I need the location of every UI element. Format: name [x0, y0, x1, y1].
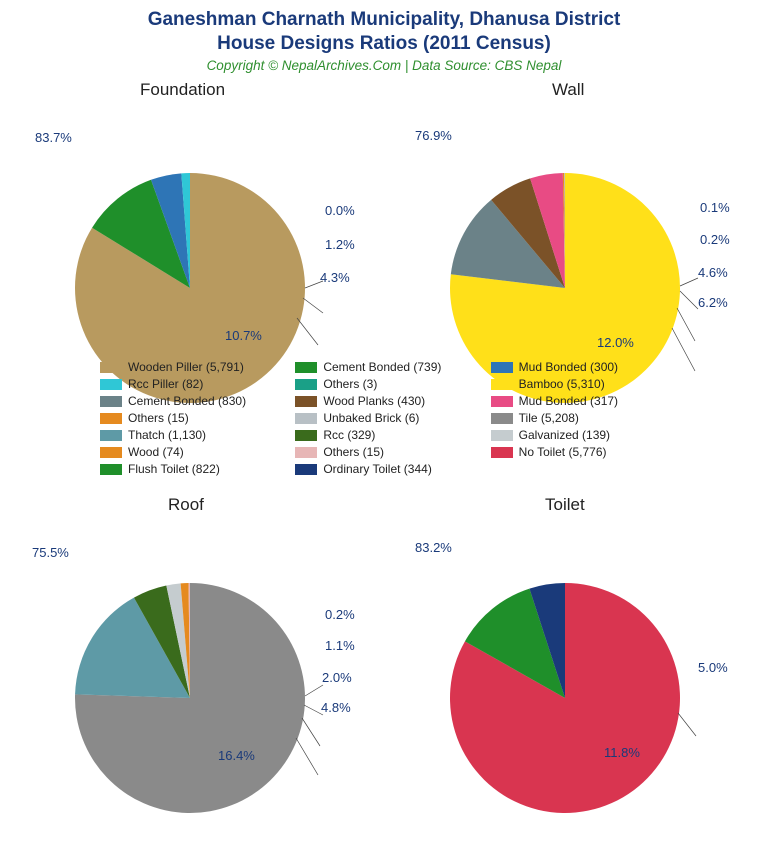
pct-label: 1.1% — [325, 638, 355, 653]
legend-label: Others (15) — [323, 445, 384, 459]
legend-label: Tile (5,208) — [519, 411, 579, 425]
pct-label: 76.9% — [415, 128, 452, 143]
legend-swatch — [295, 447, 317, 458]
legend-label: Bamboo (5,310) — [519, 377, 605, 391]
legend-swatch — [295, 362, 317, 373]
legend-label: Others (15) — [128, 411, 189, 425]
legend-swatch — [491, 362, 513, 373]
legend-swatch — [100, 379, 122, 390]
legend-swatch — [295, 430, 317, 441]
legend-label: Wood Planks (430) — [323, 394, 425, 408]
legend-item: Thatch (1,130) — [100, 428, 289, 442]
legend-label: Unbaked Brick (6) — [323, 411, 419, 425]
legend-item: Unbaked Brick (6) — [295, 411, 484, 425]
pie-title-toilet: Toilet — [545, 495, 585, 515]
pct-label: 16.4% — [218, 748, 255, 763]
legend-label: Cement Bonded (739) — [323, 360, 441, 374]
pct-label: 0.0% — [325, 203, 355, 218]
pct-label: 10.7% — [225, 328, 262, 343]
legend-item: Others (15) — [100, 411, 289, 425]
pie-title-wall: Wall — [552, 80, 584, 100]
legend-swatch — [100, 464, 122, 475]
pct-label: 11.8% — [604, 745, 640, 760]
pct-label: 2.0% — [322, 670, 352, 685]
legend-label: Ordinary Toilet (344) — [323, 462, 432, 476]
legend-item: Mud Bonded (300) — [491, 360, 680, 374]
legend-label: Rcc Piller (82) — [128, 377, 203, 391]
legend-swatch — [295, 413, 317, 424]
legend-swatch — [100, 430, 122, 441]
legend-item: Flush Toilet (822) — [100, 462, 289, 476]
leader-line — [680, 291, 698, 309]
legend-label: Rcc (329) — [323, 428, 375, 442]
legend-swatch — [491, 430, 513, 441]
pct-label: 0.2% — [700, 232, 730, 247]
leader-line — [303, 298, 323, 313]
legend-item: Others (3) — [295, 377, 484, 391]
pct-label: 5.0% — [698, 660, 728, 675]
legend-label: Galvanized (139) — [519, 428, 610, 442]
legend-label: Others (3) — [323, 377, 377, 391]
header: Ganeshman Charnath Municipality, Dhanusa… — [0, 0, 768, 73]
leader-line — [680, 278, 698, 286]
legend-item: Wood Planks (430) — [295, 394, 484, 408]
pct-label: 4.3% — [320, 270, 350, 285]
legend-item: No Toilet (5,776) — [491, 445, 680, 459]
legend-item: Cement Bonded (739) — [295, 360, 484, 374]
legend-label: Mud Bonded (317) — [519, 394, 618, 408]
pct-label: 83.7% — [35, 130, 72, 145]
pct-label: 1.2% — [325, 237, 355, 252]
leader-line — [296, 738, 318, 775]
pct-label: 0.1% — [700, 200, 730, 215]
legend-item: Others (15) — [295, 445, 484, 459]
legend-item: Tile (5,208) — [491, 411, 680, 425]
leader-line — [677, 308, 695, 341]
legend-item: Rcc Piller (82) — [100, 377, 289, 391]
legend-label: Flush Toilet (822) — [128, 462, 220, 476]
legend-swatch — [295, 379, 317, 390]
leader-line — [297, 318, 318, 345]
legend-swatch — [295, 396, 317, 407]
leader-line — [678, 713, 696, 736]
legend-label: No Toilet (5,776) — [519, 445, 607, 459]
legend-item: Bamboo (5,310) — [491, 377, 680, 391]
leader-line — [305, 685, 323, 696]
pie-title-foundation: Foundation — [140, 80, 225, 100]
pct-label: 75.5% — [32, 545, 69, 560]
legend-swatch — [100, 447, 122, 458]
legend-swatch — [100, 362, 122, 373]
pie-title-roof: Roof — [168, 495, 204, 515]
legend-label: Wood (74) — [128, 445, 184, 459]
legend-item: Wood (74) — [100, 445, 289, 459]
pct-label: 83.2% — [415, 540, 452, 555]
legend-label: Mud Bonded (300) — [519, 360, 618, 374]
pct-label: 0.2% — [325, 607, 355, 622]
legend-swatch — [491, 413, 513, 424]
legend-label: Thatch (1,130) — [128, 428, 206, 442]
pct-label: 4.6% — [698, 265, 728, 280]
legend-swatch — [491, 396, 513, 407]
chart-title-line1: Ganeshman Charnath Municipality, Dhanusa… — [0, 8, 768, 32]
legend-item: Rcc (329) — [295, 428, 484, 442]
legend-item: Ordinary Toilet (344) — [295, 462, 484, 476]
legend-item: Galvanized (139) — [491, 428, 680, 442]
chart-title-line2: House Designs Ratios (2011 Census) — [0, 32, 768, 56]
pct-label: 12.0% — [597, 335, 634, 350]
legend-swatch — [100, 396, 122, 407]
legend: Wooden Piller (5,791) Rcc Piller (82) Ceme… — [100, 360, 680, 476]
chart-subtitle: Copyright © NepalArchives.Com | Data Sou… — [0, 58, 768, 73]
legend-item: Cement Bonded (830) — [100, 394, 289, 408]
legend-swatch — [100, 413, 122, 424]
leader-line — [302, 718, 320, 746]
pct-label: 4.8% — [321, 700, 351, 715]
legend-item: Wooden Piller (5,791) — [100, 360, 289, 374]
legend-label: Cement Bonded (830) — [128, 394, 246, 408]
legend-label: Wooden Piller (5,791) — [128, 360, 244, 374]
legend-swatch — [491, 447, 513, 458]
legend-swatch — [491, 379, 513, 390]
legend-item: Mud Bonded (317) — [491, 394, 680, 408]
pct-label: 6.2% — [698, 295, 728, 310]
legend-swatch — [295, 464, 317, 475]
